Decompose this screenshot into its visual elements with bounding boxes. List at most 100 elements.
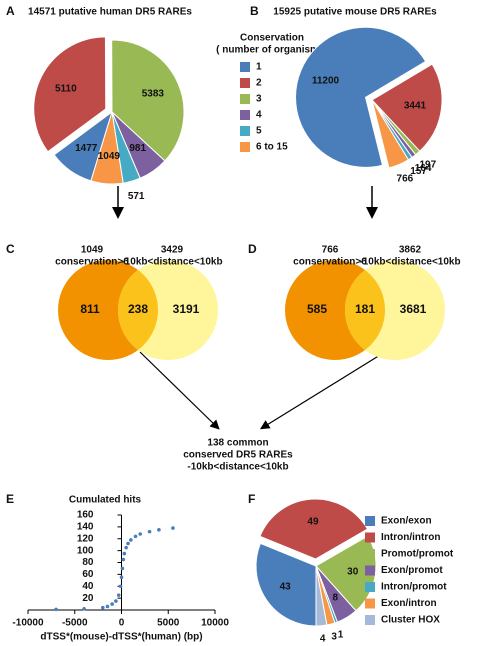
legend-swatch	[240, 126, 250, 136]
point	[120, 566, 125, 571]
point	[110, 602, 114, 606]
y-tick-label: 60	[82, 569, 94, 580]
point	[116, 593, 121, 597]
legend-label: 2	[256, 78, 262, 89]
x-tick-label: 10000	[201, 618, 229, 629]
set-name: conservation>6	[55, 257, 129, 268]
region-count: 3681	[400, 302, 427, 316]
chart-title: 14571 putative human DR5 RAREs	[28, 7, 192, 18]
legend-swatch	[240, 78, 250, 88]
data-label: 3441	[404, 101, 427, 112]
chart-title: 15925 putative mouse DR5 RAREs	[273, 7, 437, 18]
point	[119, 575, 124, 580]
set-name: -10kb<distance<10kb	[121, 257, 222, 268]
point	[124, 545, 128, 550]
y-tick-label: 120	[77, 533, 94, 544]
point	[105, 604, 110, 609]
panel-letter: A	[6, 4, 15, 18]
set-count: 766	[322, 245, 339, 256]
x-tick-label: 0	[119, 618, 125, 629]
point	[54, 607, 58, 612]
region-count: 238	[128, 302, 148, 316]
region-count: 181	[355, 302, 375, 316]
legend-swatch	[240, 94, 250, 104]
pie-slice	[315, 565, 328, 627]
y-tick-label: 140	[77, 522, 94, 533]
data-label: 4	[320, 634, 326, 645]
legend-label: Cluster HOX	[381, 615, 440, 626]
panel-letter: F	[248, 492, 255, 506]
pie-slice	[371, 63, 443, 152]
venn-overlap	[118, 260, 158, 360]
panel-letter: C	[6, 242, 15, 256]
region-count: 811	[80, 302, 100, 316]
note: -10kb<distance<10kb	[187, 462, 288, 473]
data-label: 766	[397, 173, 414, 184]
legend-swatch	[365, 615, 375, 625]
region-count: 3191	[173, 302, 200, 316]
venn-overlap	[345, 260, 385, 360]
legend-label: Intron/promot	[381, 582, 447, 593]
legend-swatch	[365, 516, 375, 526]
y-tick-label: 160	[77, 510, 94, 521]
data-label: 164	[415, 163, 432, 174]
data-label: 3	[331, 632, 337, 643]
arrow	[139, 351, 220, 430]
legend-label: Exon/promot	[381, 565, 443, 576]
data-label: 157	[410, 166, 427, 177]
set-count: 3429	[161, 245, 184, 256]
legend-swatch	[365, 565, 375, 576]
pie-slice	[111, 39, 185, 162]
region-count: 585	[307, 302, 327, 316]
legend-label: Promot/promot	[381, 549, 454, 560]
pie-slice	[295, 26, 427, 168]
pie-slice	[259, 498, 369, 560]
y-tick-label: 40	[82, 581, 94, 592]
legend-label: 4	[256, 110, 262, 121]
data-label: 197	[419, 159, 436, 170]
point	[171, 526, 175, 530]
x-tick-label: -10000	[12, 618, 44, 629]
point	[147, 529, 152, 534]
point	[138, 532, 142, 536]
point	[82, 607, 86, 611]
point	[101, 605, 105, 610]
legend-swatch	[240, 110, 250, 120]
pie-slice	[33, 36, 107, 153]
pie-slice	[90, 111, 124, 185]
point	[122, 551, 127, 556]
data-label: 1049	[98, 151, 121, 162]
legend-label: Intron/intron	[381, 532, 440, 543]
point	[133, 534, 138, 539]
legend-swatch	[365, 598, 375, 609]
set-name: -10kb<distance<10kb	[359, 257, 460, 268]
x-tick-label: 5000	[157, 618, 180, 629]
legend-title: ( number of organisms)	[216, 45, 328, 56]
legend-label: 3	[256, 94, 262, 105]
legend-swatch	[365, 582, 375, 592]
point	[121, 557, 126, 562]
legend-swatch	[240, 62, 250, 72]
panel-letter: B	[250, 4, 259, 18]
set-count: 3862	[399, 245, 422, 256]
data-label: 981	[129, 143, 146, 154]
set-count: 1049	[81, 245, 104, 256]
legend-label: 6 to 15	[256, 142, 288, 153]
panel-letter: E	[6, 492, 14, 506]
data-label: 30	[347, 567, 359, 578]
legend-label: Exon/intron	[381, 598, 437, 609]
pie-slice	[255, 542, 317, 627]
data-label: 1477	[75, 143, 98, 154]
data-label: 43	[280, 581, 292, 592]
y-tick-label: 100	[77, 545, 94, 556]
data-label: 5110	[55, 84, 77, 95]
x-axis-label: dTSS*(mouse)-dTSS*(human) (bp)	[40, 632, 202, 643]
legend-title: Conservation	[240, 33, 304, 44]
legend-swatch	[240, 142, 250, 152]
data-label: 1	[338, 630, 344, 641]
point	[126, 541, 130, 546]
legend-swatch	[365, 549, 375, 559]
legend-label: Exon/exon	[381, 516, 432, 527]
chart-title: Cumulated hits	[69, 495, 142, 506]
